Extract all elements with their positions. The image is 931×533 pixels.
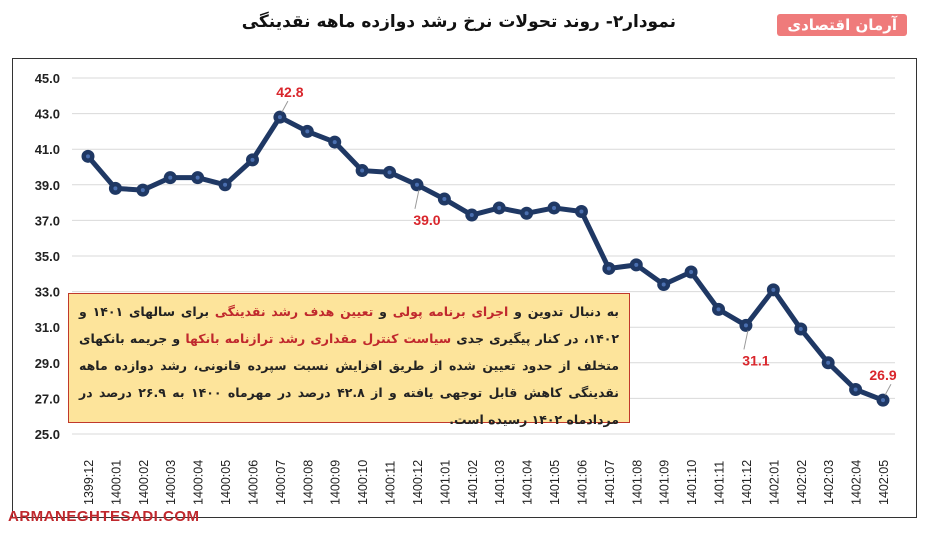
note-highlight: سیاست کنترل مقداری رشد ترازنامه بانکها [185,331,452,346]
x-tick-label: 1400:05 [219,460,233,505]
note-text: و جریمه بانکهای متخلف از حدود تعیین شده … [79,331,619,427]
x-tick-label: 1400:01 [109,460,123,505]
leader-line [884,383,892,396]
y-tick-label: 33.0 [35,285,60,300]
data-point-center [414,182,419,187]
y-tick-label: 35.0 [35,249,60,264]
x-tick-label: 1401:10 [685,460,699,505]
data-label: 31.1 [742,352,769,368]
data-point-center [853,387,858,392]
x-tick-label: 1400:04 [192,460,206,505]
y-tick-label: 41.0 [35,142,60,157]
x-tick-label: 1402:04 [850,460,864,505]
y-tick-label: 37.0 [35,213,60,228]
x-tick-label: 1400:03 [164,460,178,505]
data-label: 42.8 [276,84,303,100]
note-text: و [373,304,393,319]
note-highlight: تعیین هدف رشد نقدینگی [214,304,374,319]
data-point-center [661,282,666,287]
x-tick-label: 1401:05 [548,460,562,505]
y-tick-label: 43.0 [35,107,60,122]
data-point-center [826,360,831,365]
leader-line [743,330,749,350]
data-point-center [305,129,310,134]
data-point-center [497,205,502,210]
x-tick-label: 1401:08 [630,460,644,505]
data-point-center [579,209,584,214]
data-point-center [689,270,694,275]
x-tick-label: 1401:09 [658,460,672,505]
data-point-center [113,186,118,191]
data-point-center [86,154,90,159]
x-tick-label: 1400:10 [356,460,370,505]
x-tick-label: 1402:05 [877,460,891,505]
note-text: برای سالهای ۱۴۰۱ و ۱۴۰۲، در کنار پیگیری … [79,304,619,346]
data-point-center [442,197,447,202]
x-tick-label: 1401:12 [740,460,754,505]
x-tick-label: 1401:02 [466,460,480,505]
data-label: 39.0 [413,212,440,228]
x-tick-label: 1401:01 [438,460,452,505]
x-tick-label: 1400:02 [137,460,151,505]
data-label: 26.9 [869,367,896,383]
data-point-center [634,262,639,267]
y-tick-label: 27.0 [35,391,60,406]
y-tick-label: 45.0 [35,71,60,86]
x-tick-label: 1400:11 [384,461,398,505]
data-point-center [387,170,392,175]
data-point-center [881,398,885,403]
data-point-center [469,213,474,218]
note-highlight: اجرای برنامه پولی [392,304,509,319]
data-point-center [552,205,557,210]
x-tick-label: 1401:11 [713,461,727,505]
x-tick-label: 1402:01 [767,460,781,505]
x-tick-label: 1401:04 [521,460,535,505]
x-tick-label: 1400:07 [274,460,288,505]
x-tick-label: 1401:07 [603,460,617,505]
data-point-center [168,175,173,180]
chart-frame [12,58,917,518]
x-tick-label: 1400:12 [411,460,425,505]
x-tick-label: 1400:08 [301,460,315,505]
leader-line [414,189,420,209]
data-point-center [223,182,228,187]
data-point-center [195,175,200,180]
x-tick-label: 1401:03 [493,460,507,505]
data-point-center [332,140,337,145]
y-tick-label: 39.0 [35,178,60,193]
x-tick-label: 1402:03 [822,460,836,505]
data-point-center [277,115,282,120]
data-point-center [524,211,529,216]
data-point-center [798,326,803,331]
data-point-center [360,168,365,173]
data-point-center [771,287,776,292]
y-tick-label: 25.0 [35,427,60,442]
chart-title: نمودار۲- روند تحولات نرخ رشد دوازده ماهه… [241,12,676,32]
data-point-center [743,323,748,328]
data-point-center [606,266,611,271]
y-tick-label: 29.0 [35,356,60,371]
brand-logo: آرمان اقتصادی [777,14,907,36]
note-text: به دنبال تدوین و [508,304,620,319]
x-tick-label: 1401:06 [575,460,589,505]
watermark: ARMANEGHTESADI.COM [8,508,200,525]
x-tick-label: 1402:02 [795,460,809,505]
data-point-center [250,157,255,162]
x-tick-label: 1399:12 [82,460,96,505]
x-tick-label: 1400:06 [246,460,260,505]
data-point-center [140,188,145,193]
x-tick-label: 1400:09 [329,460,343,505]
y-tick-label: 31.0 [35,320,60,335]
data-point-center [716,307,721,312]
leader-line [281,100,289,113]
annotation-box: به دنبال تدوین و اجرای برنامه پولی و تعی… [68,293,630,427]
